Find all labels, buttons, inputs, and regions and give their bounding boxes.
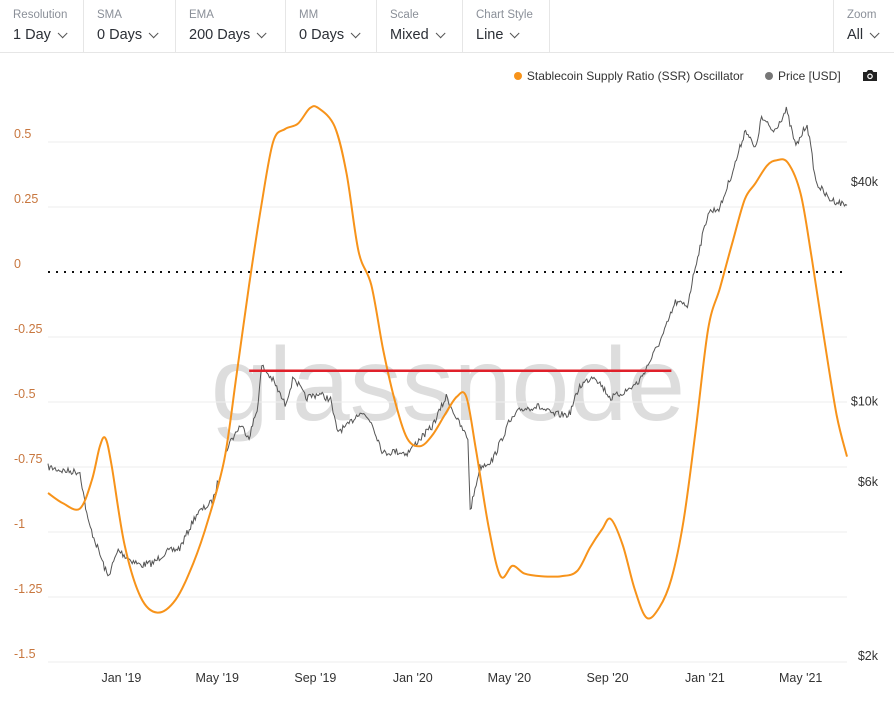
x-tick-label: Jan '20 xyxy=(393,671,433,685)
y-tick-label: -1.25 xyxy=(14,582,43,596)
sma-dropdown[interactable]: SMA 0 Days xyxy=(84,0,176,52)
zoom-dropdown[interactable]: Zoom All xyxy=(833,0,894,52)
ema-value: 200 Days xyxy=(189,27,267,43)
sma-value: 0 Days xyxy=(97,27,159,43)
y-tick-label: -0.5 xyxy=(14,387,36,401)
x-tick-label: May '21 xyxy=(779,671,822,685)
ssr-series-line xyxy=(47,105,848,620)
right-tick-label: $10k xyxy=(851,394,879,408)
scale-label: Scale xyxy=(390,9,419,21)
chart-style-value: Line xyxy=(476,27,520,43)
y-tick-label: 0.25 xyxy=(14,192,38,206)
ema-dropdown[interactable]: EMA 200 Days xyxy=(176,0,286,52)
chart-toolbar: Resolution 1 Day SMA 0 Days EMA 200 Days… xyxy=(0,0,894,53)
legend-item-price[interactable]: Price [USD] xyxy=(764,68,841,83)
mm-dropdown[interactable]: MM 0 Days xyxy=(286,0,377,52)
left-axis: 0.5 0.25 0 -0.25 -0.5 -0.75 -1 -1.25 -1.5 xyxy=(14,127,43,661)
right-tick-label: $6k xyxy=(858,475,879,489)
price-dot-icon xyxy=(764,72,773,81)
zoom-label: Zoom xyxy=(847,9,877,21)
resolution-dropdown[interactable]: Resolution 1 Day xyxy=(0,0,84,52)
right-tick-label: $2k xyxy=(858,649,879,663)
resolution-label: Resolution xyxy=(13,9,68,21)
gridlines xyxy=(48,141,847,663)
y-tick-label: -0.75 xyxy=(14,452,43,466)
right-tick-label: $40k xyxy=(851,175,879,189)
scale-dropdown[interactable]: Scale Mixed xyxy=(377,0,463,52)
watermark: glassnode xyxy=(211,327,685,443)
y-tick-label: 0.5 xyxy=(14,127,31,141)
right-axis: $40k $10k $6k $2k xyxy=(851,175,879,663)
x-tick-label: Sep '20 xyxy=(587,671,629,685)
x-axis: Jan '19 May '19 Sep '19 Jan '20 May '20 Sep '… xyxy=(101,671,822,685)
mm-value: 0 Days xyxy=(299,27,361,43)
scale-value: Mixed xyxy=(390,27,446,43)
y-tick-label: -1.5 xyxy=(14,647,36,661)
x-tick-label: Jan '19 xyxy=(101,671,141,685)
camera-icon[interactable] xyxy=(862,69,878,82)
legend-item-ssr[interactable]: Stablecoin Supply Ratio (SSR) Oscillator xyxy=(513,68,744,83)
x-tick-label: Jan '21 xyxy=(685,671,725,685)
chart-style-label: Chart Style xyxy=(476,9,533,21)
y-tick-label: 0 xyxy=(14,257,21,271)
x-tick-label: Sep '19 xyxy=(294,671,336,685)
ema-label: EMA xyxy=(189,9,214,21)
price-series-line xyxy=(47,106,848,577)
chart-style-dropdown[interactable]: Chart Style Line xyxy=(463,0,550,52)
x-tick-label: May '20 xyxy=(488,671,531,685)
zoom-value: All xyxy=(847,27,880,43)
ssr-dot-icon xyxy=(513,72,522,81)
mm-label: MM xyxy=(299,9,319,21)
y-tick-label: -1 xyxy=(14,517,25,531)
x-tick-label: May '19 xyxy=(196,671,239,685)
y-tick-label: -0.25 xyxy=(14,322,43,336)
legend: Stablecoin Supply Ratio (SSR) Oscillator… xyxy=(496,68,878,83)
resolution-value: 1 Day xyxy=(13,27,68,43)
sma-label: SMA xyxy=(97,9,122,21)
